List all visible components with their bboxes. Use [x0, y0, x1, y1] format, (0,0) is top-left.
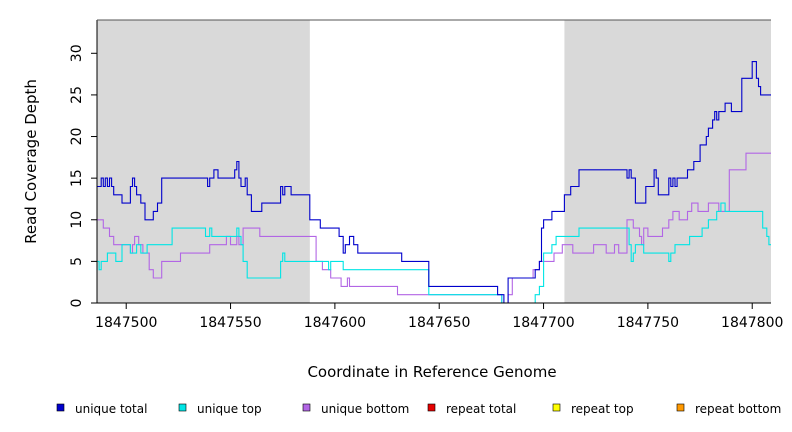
y-tick-label: 5 — [69, 257, 85, 266]
shaded-regions — [97, 20, 771, 303]
series-line-unique-total — [97, 61, 771, 304]
legend: unique total unique top unique bottom repea… — [56, 402, 781, 416]
legend-label-repeat-top: repeat top — [571, 402, 634, 416]
y-tick-label: 0 — [69, 299, 85, 308]
x-axis-title: Coordinate in Reference Genome — [307, 363, 556, 381]
y-tick-label: 20 — [69, 128, 85, 146]
y-tick-label: 25 — [69, 86, 85, 104]
legend-label-unique-top: unique top — [197, 402, 262, 416]
x-tick-label: 1847750 — [617, 315, 679, 331]
legend-swatch-repeat-total — [427, 403, 436, 412]
y-tick-label: 15 — [69, 169, 85, 187]
x-tick-label: 1847700 — [512, 315, 574, 331]
axes: 1847500 1847550 1847600 1847650 1847700 18477… — [69, 19, 783, 331]
legend-swatch-unique-total — [56, 403, 65, 412]
x-tick-label: 1847500 — [95, 315, 157, 331]
x-tick-label: 1847600 — [304, 315, 366, 331]
x-tick-label: 1847800 — [721, 315, 783, 331]
shaded-region-1 — [97, 20, 310, 303]
x-tick-label: 1847650 — [408, 315, 470, 331]
y-axis-title: Read Coverage Depth — [22, 79, 40, 244]
legend-swatch-unique-top — [178, 403, 187, 412]
legend-label-repeat-total: repeat total — [446, 402, 516, 416]
legend-label-repeat-bottom: repeat bottom — [695, 402, 781, 416]
legend-swatch-repeat-bottom — [676, 403, 685, 412]
legend-swatch-repeat-top — [552, 403, 561, 412]
shaded-region-2 — [564, 20, 771, 303]
y-tick-label: 10 — [69, 211, 85, 229]
legend-swatch-unique-bottom — [302, 403, 311, 412]
y-tick-label: 30 — [69, 44, 85, 62]
legend-label-unique-bottom: unique bottom — [321, 402, 409, 416]
x-tick-label: 1847550 — [199, 315, 261, 331]
legend-label-unique-total: unique total — [75, 402, 147, 416]
